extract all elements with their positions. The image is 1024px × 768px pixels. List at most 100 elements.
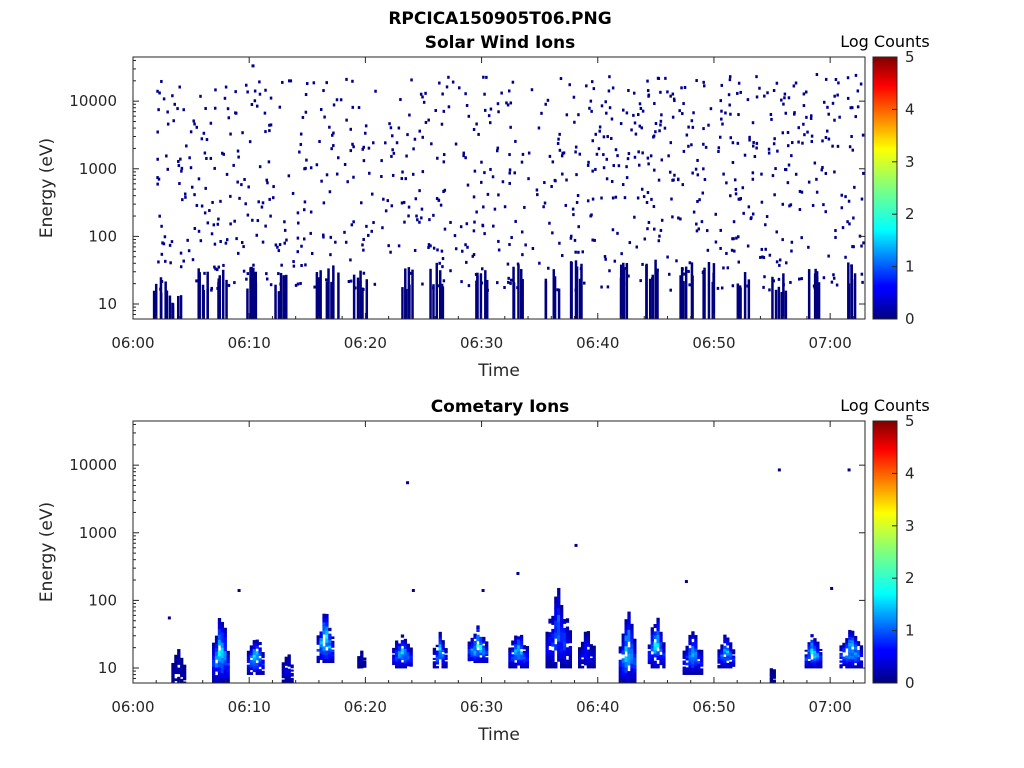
- spectrogram-cell: [578, 666, 582, 669]
- y-tick-label: 10000: [69, 92, 117, 110]
- pixel: [482, 205, 485, 209]
- pixel: [269, 123, 273, 127]
- spectrogram-cell: [810, 648, 814, 652]
- spectrogram-cell: [519, 643, 524, 647]
- spectrogram-cell: [212, 666, 216, 670]
- pixel: [442, 279, 446, 283]
- spectrogram-cell: [467, 646, 471, 649]
- spectrogram-cell: [578, 657, 582, 660]
- spectrogram-cell: [731, 650, 736, 653]
- spectrogram-cell: [568, 633, 573, 637]
- burst-column: [332, 265, 335, 319]
- pixel: [335, 172, 339, 176]
- spectrogram-cell: [246, 660, 251, 664]
- spectrogram-cell: [392, 649, 396, 652]
- pixel: [197, 229, 201, 233]
- spectrogram-cell: [697, 656, 701, 660]
- pixel: [733, 178, 737, 182]
- pixel: [429, 244, 432, 248]
- spectrogram-cell: [525, 653, 530, 656]
- pixel: [437, 198, 441, 202]
- spectrogram-cell: [403, 660, 408, 664]
- spectrogram-cell: [400, 634, 405, 638]
- pixel: [172, 119, 175, 123]
- pixel: [586, 199, 590, 203]
- spectrogram-cell: [432, 662, 437, 666]
- spectrogram-cell: [772, 670, 776, 672]
- burst-column: [246, 288, 249, 319]
- pixel: [497, 110, 500, 114]
- spectrogram-cell: [217, 672, 222, 678]
- pixel: [331, 133, 334, 137]
- spectrogram-cell: [508, 662, 512, 665]
- pixel: [364, 131, 367, 135]
- spectrogram-cell: [525, 647, 530, 651]
- spectrogram-cell: [522, 652, 527, 656]
- spectrogram-cell: [723, 637, 727, 641]
- spectrogram-cell: [842, 661, 846, 664]
- pixel: [719, 246, 722, 250]
- spectrogram-cell: [319, 647, 323, 651]
- pixel: [737, 81, 741, 85]
- pixel: [720, 83, 724, 87]
- spectrogram-cell: [357, 661, 361, 663]
- spectrogram-cell: [659, 648, 663, 652]
- pixel: [200, 204, 204, 208]
- pixel: [731, 141, 735, 145]
- pixel: [264, 224, 267, 228]
- spectrogram-cell: [656, 634, 660, 640]
- spectrogram-cell: [627, 623, 631, 630]
- pixel: [641, 262, 644, 266]
- spectrogram-cell: [697, 665, 701, 669]
- pixel: [682, 102, 685, 106]
- spectrogram-cell: [653, 642, 657, 647]
- pixel: [274, 243, 278, 247]
- pixel: [591, 169, 594, 173]
- spectrogram-cell: [726, 657, 730, 661]
- spectrogram-cell: [720, 648, 724, 651]
- spectrogram-cell: [691, 660, 695, 665]
- pixel: [166, 110, 169, 114]
- spectrogram-cell: [810, 662, 814, 666]
- pixel: [427, 118, 430, 122]
- spectrogram-cell: [409, 647, 413, 650]
- pixel: [802, 122, 805, 126]
- pixel: [427, 246, 430, 250]
- spectrogram-cell: [688, 651, 692, 656]
- spectrogram-cell: [810, 659, 814, 663]
- y-tick-label: 1000: [79, 524, 117, 542]
- pixel: [822, 100, 826, 104]
- spectrogram-cell: [467, 650, 471, 653]
- pixel: [347, 279, 351, 283]
- spectrogram-cell: [557, 621, 561, 629]
- spectrogram-cell: [662, 655, 666, 658]
- pixel: [659, 90, 662, 94]
- pixel: [253, 99, 257, 103]
- spectrogram-cell: [212, 672, 216, 677]
- pixel: [625, 111, 629, 115]
- pixel: [653, 227, 656, 231]
- spectrogram-cell: [557, 607, 561, 616]
- spectrogram-cell: [255, 665, 259, 670]
- pixel: [862, 171, 865, 175]
- pixel: [751, 177, 755, 181]
- pixel: [182, 259, 185, 263]
- pixel: [763, 94, 766, 98]
- spectrogram-cell: [682, 650, 686, 653]
- pixel: [483, 108, 487, 112]
- spectrogram-cell: [435, 662, 439, 665]
- x-tick-label: 06:20: [344, 698, 387, 716]
- spectrogram-cell: [403, 638, 408, 642]
- pixel: [659, 228, 663, 232]
- spectrogram-cell: [249, 652, 254, 656]
- spectrogram-cell: [717, 649, 721, 652]
- spectrogram-cell: [685, 650, 689, 654]
- spectrogram-cell: [653, 631, 657, 636]
- burst-column: [435, 262, 439, 319]
- spectrogram-cell: [467, 652, 471, 655]
- pixel: [389, 250, 392, 254]
- spectrogram-cell: [568, 652, 573, 656]
- spectrogram-cell: [473, 640, 477, 644]
- pixel: [210, 288, 213, 292]
